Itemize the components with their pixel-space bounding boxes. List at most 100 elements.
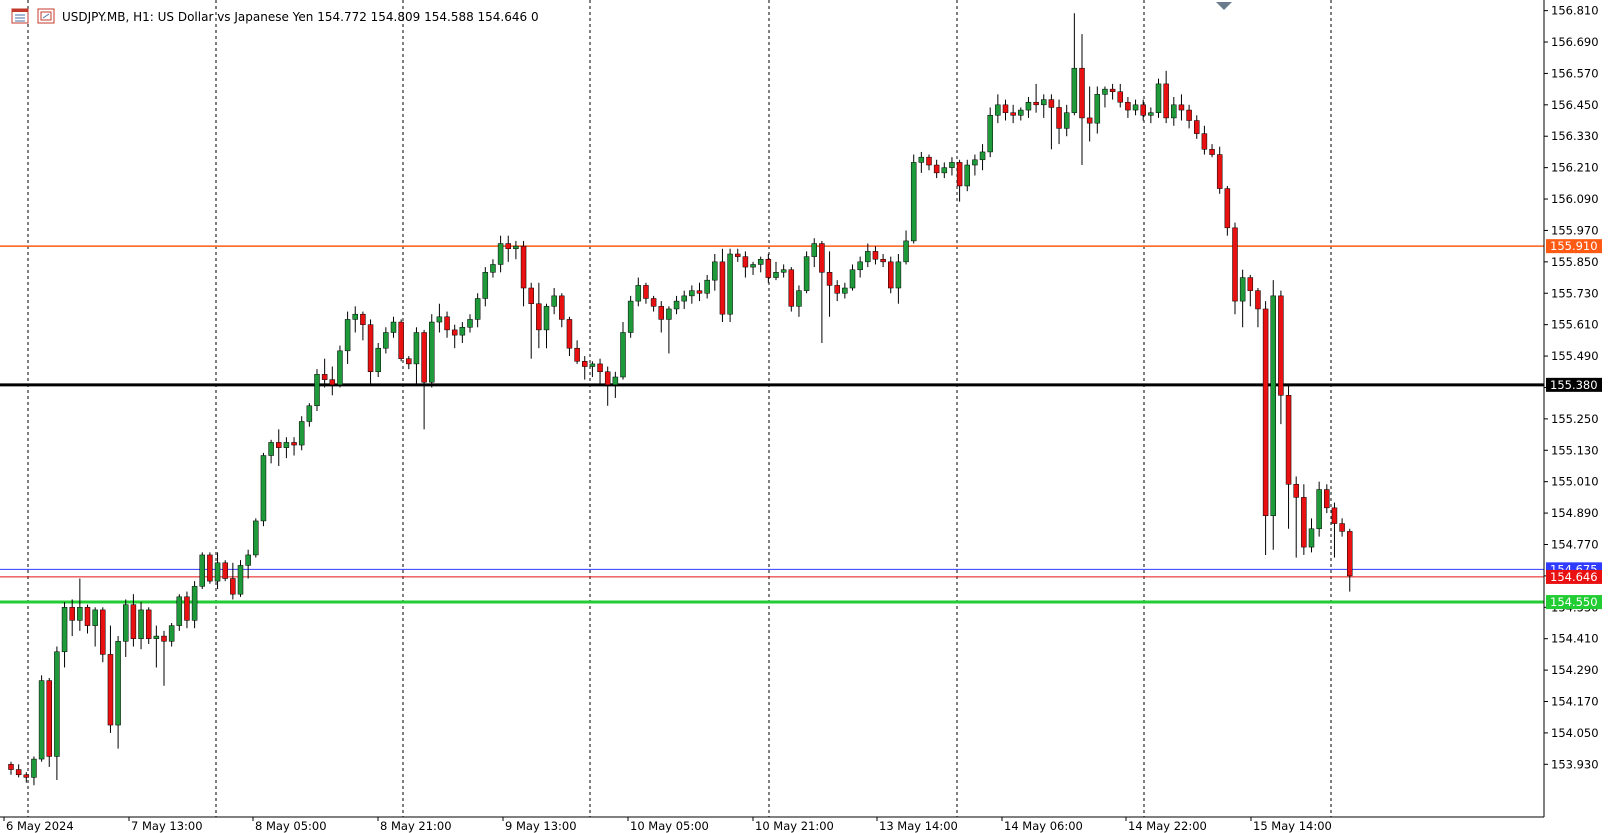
- header-ohlc: 154.772 154.809 154.588 154.646: [317, 10, 527, 24]
- candle: [681, 290, 687, 309]
- candle: [268, 439, 274, 464]
- candle-body-bull: [459, 327, 466, 336]
- candle-body-bull: [1025, 101, 1032, 111]
- candle: [888, 256, 894, 294]
- candle: [1148, 107, 1154, 124]
- candle-body-bear: [321, 374, 328, 380]
- candle-body-bear: [329, 379, 336, 386]
- price-tick-label: 155.610: [1551, 318, 1599, 332]
- candle-body-bull: [77, 607, 83, 621]
- candle-body-bull: [780, 269, 787, 273]
- candle-body-bull: [92, 609, 98, 626]
- candle-body-bull: [306, 405, 313, 422]
- candle: [956, 159, 963, 202]
- candle: [1331, 502, 1338, 558]
- candle: [926, 154, 932, 171]
- candle: [933, 159, 940, 179]
- candle-body-bear: [1056, 107, 1062, 129]
- candle-body-bear: [1086, 117, 1093, 124]
- candle: [429, 314, 435, 388]
- candle: [780, 264, 787, 278]
- candle-body-bear: [1216, 154, 1223, 189]
- price-tick-label: 155.130: [1551, 443, 1599, 457]
- candle-body-bull: [298, 421, 305, 446]
- candle: [107, 625, 114, 733]
- candle: [15, 764, 22, 778]
- candle: [673, 295, 680, 315]
- time-tick-label: 6 May 2024: [6, 819, 74, 833]
- candle-body-bear: [536, 303, 542, 331]
- price-tick-label: 156.810: [1551, 4, 1599, 18]
- candle-body-bear: [735, 253, 741, 257]
- candle-body-bull: [214, 562, 221, 582]
- candle-body-bull: [842, 287, 848, 294]
- candle-body-bear: [1178, 104, 1185, 111]
- candle: [92, 607, 98, 647]
- candle-body-bear: [956, 162, 963, 187]
- candle: [23, 772, 30, 783]
- candle-body-bear: [1079, 67, 1085, 119]
- candle-body-bear: [1331, 507, 1338, 524]
- time-axis: 6 May 2024 7 May 13:00 8 May 05:00 8 May 21…: [3, 817, 1332, 833]
- candle: [421, 329, 427, 430]
- candle: [880, 253, 886, 268]
- time-tick-label: 8 May 21:00: [380, 819, 452, 833]
- candle-body-bull: [727, 253, 733, 315]
- candle: [589, 361, 596, 377]
- price-tick-label: 155.010: [1551, 475, 1599, 489]
- candle: [635, 277, 642, 307]
- candle: [666, 306, 672, 354]
- candle-body-bull: [436, 316, 443, 323]
- candle: [551, 288, 557, 315]
- candle-body-bull: [857, 261, 863, 270]
- candle: [1094, 86, 1101, 134]
- candle: [31, 756, 37, 786]
- candle: [398, 319, 404, 362]
- candle-body-bull: [1148, 112, 1154, 116]
- candle: [1255, 288, 1261, 328]
- candle: [918, 151, 925, 173]
- candle-body-bull: [673, 300, 680, 310]
- candle: [337, 345, 343, 388]
- price-tick-label: 156.210: [1551, 161, 1599, 175]
- candle-body-bear: [1002, 104, 1009, 113]
- chart-window-icon[interactable]: [37, 8, 55, 24]
- candle-body-bull: [352, 313, 358, 320]
- candle-body-bull: [429, 321, 435, 383]
- candle: [505, 235, 511, 262]
- header-description: US Dollar vs Japanese Yen: [158, 10, 314, 24]
- candle: [444, 311, 450, 338]
- candle-body-bear: [360, 313, 366, 325]
- candle: [895, 253, 902, 304]
- candle-body-bear: [1339, 523, 1345, 532]
- chart-shift-marker-icon[interactable]: [1216, 2, 1232, 10]
- candle-body-bear: [230, 578, 236, 595]
- candle: [413, 327, 420, 385]
- candle: [100, 607, 106, 663]
- candle-body-bear: [604, 371, 611, 386]
- candle-body-bear: [559, 295, 565, 320]
- price-tick-label: 156.450: [1551, 98, 1599, 112]
- price-tick-label: 155.250: [1551, 412, 1599, 426]
- candle: [796, 285, 802, 317]
- candle-body-bear: [23, 774, 30, 778]
- candle: [566, 316, 573, 357]
- candle: [612, 371, 619, 398]
- candle-body-bear: [826, 272, 833, 286]
- candle-body-bull: [979, 151, 986, 161]
- candle: [153, 625, 160, 668]
- candle-body-bull: [176, 596, 183, 626]
- candle: [54, 646, 60, 781]
- chart-menu-icon[interactable]: [11, 8, 29, 24]
- candle: [712, 253, 718, 291]
- candles: [8, 13, 1353, 786]
- candle: [826, 251, 833, 317]
- candle: [849, 264, 856, 291]
- candle: [1086, 86, 1093, 142]
- price-tick-label: 154.170: [1551, 695, 1599, 709]
- candle-body-bull: [497, 243, 504, 265]
- candle-body-bull: [757, 258, 764, 265]
- candle-body-bull: [1171, 104, 1177, 119]
